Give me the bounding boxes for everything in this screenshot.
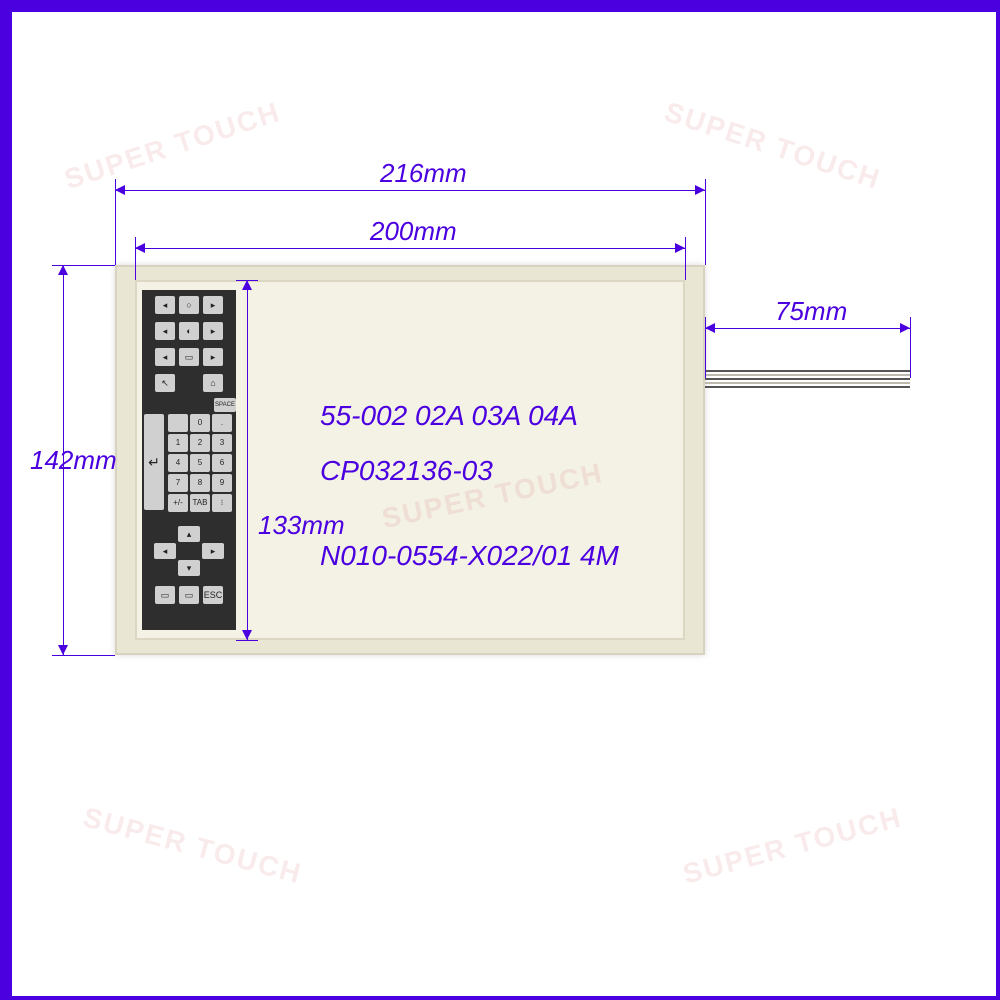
dpad-left[interactable]: ◂ (154, 543, 176, 559)
height-inner-ext-b (236, 640, 258, 641)
width-inner-label: 200mm (370, 216, 457, 247)
height-inner-line (247, 280, 248, 640)
dpad: ▴ ▾◂ ▸ (152, 526, 226, 576)
width-outer-label: 216mm (380, 158, 467, 189)
num-key-9[interactable]: 9 (212, 474, 232, 492)
num-key-2[interactable]: 2 (190, 434, 210, 452)
part-label-line2: CP032136-03 (320, 455, 493, 487)
bottom-key-0[interactable]: ▭ (155, 586, 175, 604)
ext-cable-start (705, 328, 706, 378)
height-inner-label: 133mm (258, 510, 345, 541)
nav-key-0-2[interactable]: ▸ (203, 296, 223, 314)
num-key-7[interactable]: 7 (168, 474, 188, 492)
width-inner-arrow-l (135, 243, 145, 253)
bottom-key-1[interactable]: ▭ (179, 586, 199, 604)
num-key-3[interactable]: 3 (212, 434, 232, 452)
cable-line (705, 328, 910, 329)
cable-arrow-l (705, 323, 715, 333)
height-outer-label: 142mm (30, 445, 117, 476)
image-frame: ◂○▸◂◐▸◂▭▸↖⌂SPACE↵0.123456789+/-TAB⁝▴▾◂▸▭… (0, 0, 1000, 1000)
num-key-6[interactable]: 6 (212, 454, 232, 472)
num-key-+/-[interactable]: +/- (168, 494, 188, 512)
nav-key-1-2[interactable]: ▸ (203, 322, 223, 340)
width-outer-arrow-r (695, 185, 705, 195)
dpad-up[interactable]: ▴ (178, 526, 200, 542)
num-key-0[interactable]: 0 (190, 414, 210, 432)
num-key-8[interactable]: 8 (190, 474, 210, 492)
nav-key-0-1[interactable]: ○ (179, 296, 199, 314)
watermark-0: SUPER TOUCH (61, 96, 285, 196)
cable-arrow-r (900, 323, 910, 333)
width-inner-line (135, 248, 685, 249)
height-inner-arrow-t (242, 280, 252, 290)
num-key-4[interactable]: 4 (168, 454, 188, 472)
num-key-5[interactable]: 5 (190, 454, 210, 472)
width-outer-line (115, 190, 705, 191)
ext-outer-bot (63, 655, 115, 656)
height-outer-arrow-t (58, 265, 68, 275)
num-key-TAB[interactable]: TAB (190, 494, 210, 512)
width-inner-arrow-r (675, 243, 685, 253)
dpad-down[interactable]: ▾ (178, 560, 200, 576)
nav-key-1-1[interactable]: ◐ (179, 322, 199, 340)
watermark-1: SUPER TOUCH (661, 96, 885, 196)
num-key-⁝[interactable]: ⁝ (212, 494, 232, 512)
fn-key-right[interactable]: ⌂ (203, 374, 223, 392)
ext-outer-right (705, 190, 706, 265)
width-outer-arrow-l (115, 185, 125, 195)
esc-key[interactable]: ESC (203, 586, 223, 604)
dpad-right[interactable]: ▸ (202, 543, 224, 559)
ext-outer-left (115, 190, 116, 265)
ext-outer-top (63, 265, 115, 266)
part-label-line1: 55-002 02A 03A 04A (320, 400, 578, 432)
num-key-1[interactable]: 1 (168, 434, 188, 452)
nav-key-2-0[interactable]: ◂ (155, 348, 175, 366)
membrane-keypad: ◂○▸◂◐▸◂▭▸↖⌂SPACE↵0.123456789+/-TAB⁝▴▾◂▸▭… (142, 290, 236, 630)
space-key[interactable]: SPACE (214, 398, 236, 412)
flex-cable (705, 370, 910, 388)
enter-key[interactable]: ↵ (144, 414, 164, 510)
nav-key-1-0[interactable]: ◂ (155, 322, 175, 340)
part-label-line3: N010-0554-X022/01 4M (320, 540, 619, 572)
ext-cable-end (910, 328, 911, 378)
nav-key-0-0[interactable]: ◂ (155, 296, 175, 314)
fn-key-left[interactable]: ↖ (155, 374, 175, 392)
cable-label: 75mm (775, 296, 847, 327)
watermark-3: SUPER TOUCH (80, 801, 306, 890)
nav-key-2-2[interactable]: ▸ (203, 348, 223, 366)
watermark-4: SUPER TOUCH (680, 801, 906, 890)
blank-key[interactable] (168, 414, 188, 432)
height-inner-arrow-b (242, 630, 252, 640)
nav-key-2-1[interactable]: ▭ (179, 348, 199, 366)
ext-inner-left (135, 248, 136, 280)
ext-inner-right (685, 248, 686, 280)
height-outer-arrow-b (58, 645, 68, 655)
num-key-.[interactable]: . (212, 414, 232, 432)
